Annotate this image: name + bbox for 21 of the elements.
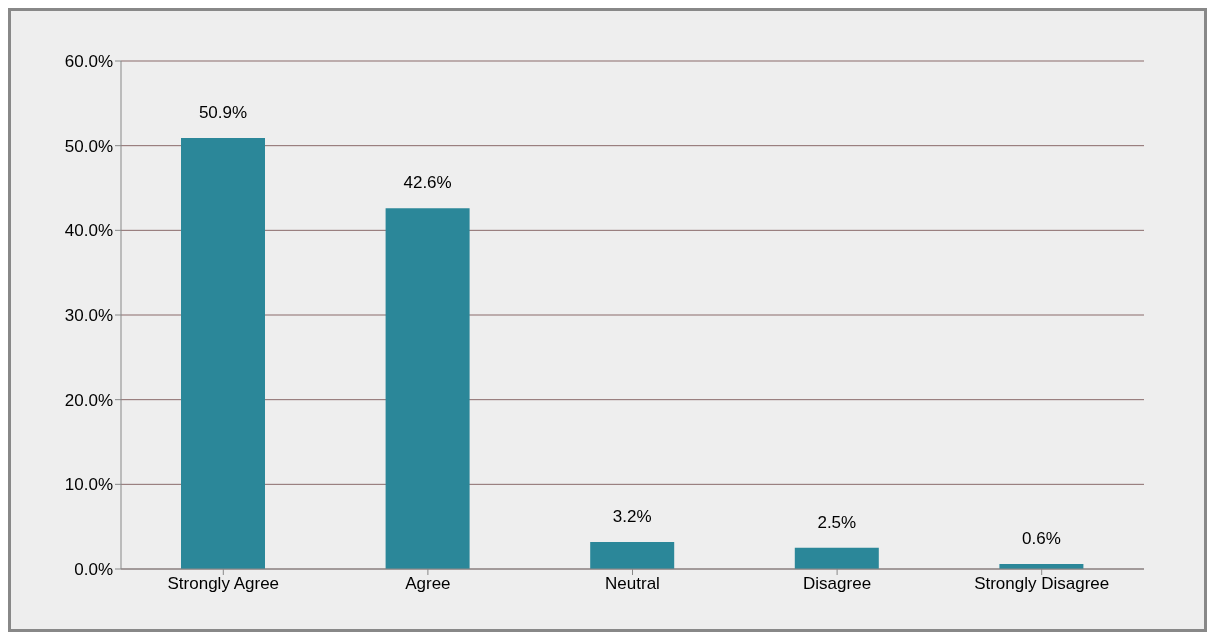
x-tick-label: Disagree — [803, 574, 872, 594]
bar — [181, 138, 265, 569]
y-tick-label: 0.0% — [74, 560, 113, 580]
data-label: 50.9% — [198, 103, 248, 123]
x-tick-label: Strongly Agree — [167, 574, 280, 594]
y-tick-label: 10.0% — [64, 475, 113, 495]
y-tick-label: 20.0% — [64, 390, 113, 410]
y-tick-label: 50.0% — [64, 136, 113, 156]
data-label: 42.6% — [403, 173, 452, 193]
x-tick-label: Strongly Disagree — [974, 574, 1110, 594]
data-label: 0.6% — [1022, 528, 1061, 548]
bar — [590, 541, 675, 569]
x-tick-label: Neutral — [605, 574, 660, 594]
x-tick-label: Agree — [405, 574, 451, 594]
data-label: 3.2% — [612, 506, 652, 526]
bar — [794, 547, 879, 569]
data-label: 2.5% — [817, 512, 857, 532]
y-tick-label: 30.0% — [64, 306, 113, 326]
bar — [385, 208, 470, 569]
y-tick-label: 60.0% — [64, 52, 113, 72]
y-tick-label: 40.0% — [64, 221, 113, 241]
